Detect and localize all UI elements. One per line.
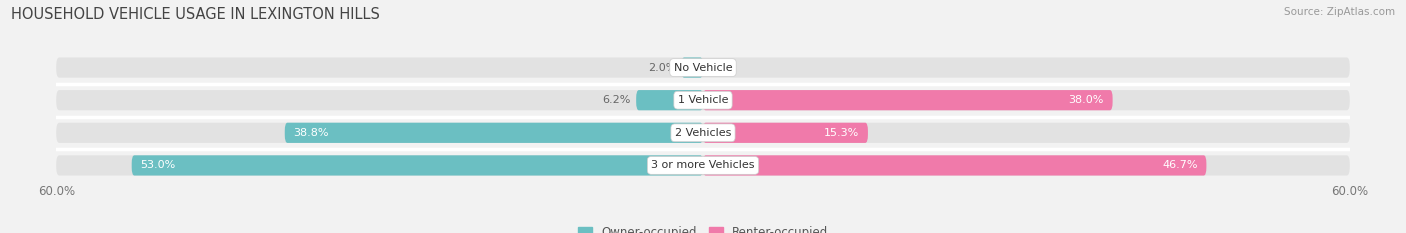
Text: 46.7%: 46.7% (1163, 161, 1198, 170)
Text: 6.2%: 6.2% (602, 95, 631, 105)
Text: 1 Vehicle: 1 Vehicle (678, 95, 728, 105)
Legend: Owner-occupied, Renter-occupied: Owner-occupied, Renter-occupied (572, 221, 834, 233)
Text: 3 or more Vehicles: 3 or more Vehicles (651, 161, 755, 170)
FancyBboxPatch shape (56, 58, 1350, 78)
FancyBboxPatch shape (285, 123, 703, 143)
Text: 53.0%: 53.0% (141, 161, 176, 170)
Text: 38.0%: 38.0% (1069, 95, 1104, 105)
Text: 2.0%: 2.0% (648, 63, 676, 72)
Text: 38.8%: 38.8% (294, 128, 329, 138)
FancyBboxPatch shape (703, 90, 1112, 110)
Text: Source: ZipAtlas.com: Source: ZipAtlas.com (1284, 7, 1395, 17)
FancyBboxPatch shape (56, 155, 1350, 175)
FancyBboxPatch shape (132, 155, 703, 175)
FancyBboxPatch shape (636, 90, 703, 110)
Text: HOUSEHOLD VEHICLE USAGE IN LEXINGTON HILLS: HOUSEHOLD VEHICLE USAGE IN LEXINGTON HIL… (11, 7, 380, 22)
FancyBboxPatch shape (56, 90, 1350, 110)
Text: 15.3%: 15.3% (824, 128, 859, 138)
FancyBboxPatch shape (703, 123, 868, 143)
FancyBboxPatch shape (682, 58, 703, 78)
Text: No Vehicle: No Vehicle (673, 63, 733, 72)
FancyBboxPatch shape (56, 123, 1350, 143)
Text: 0.0%: 0.0% (709, 63, 737, 72)
Text: 2 Vehicles: 2 Vehicles (675, 128, 731, 138)
FancyBboxPatch shape (703, 155, 1206, 175)
